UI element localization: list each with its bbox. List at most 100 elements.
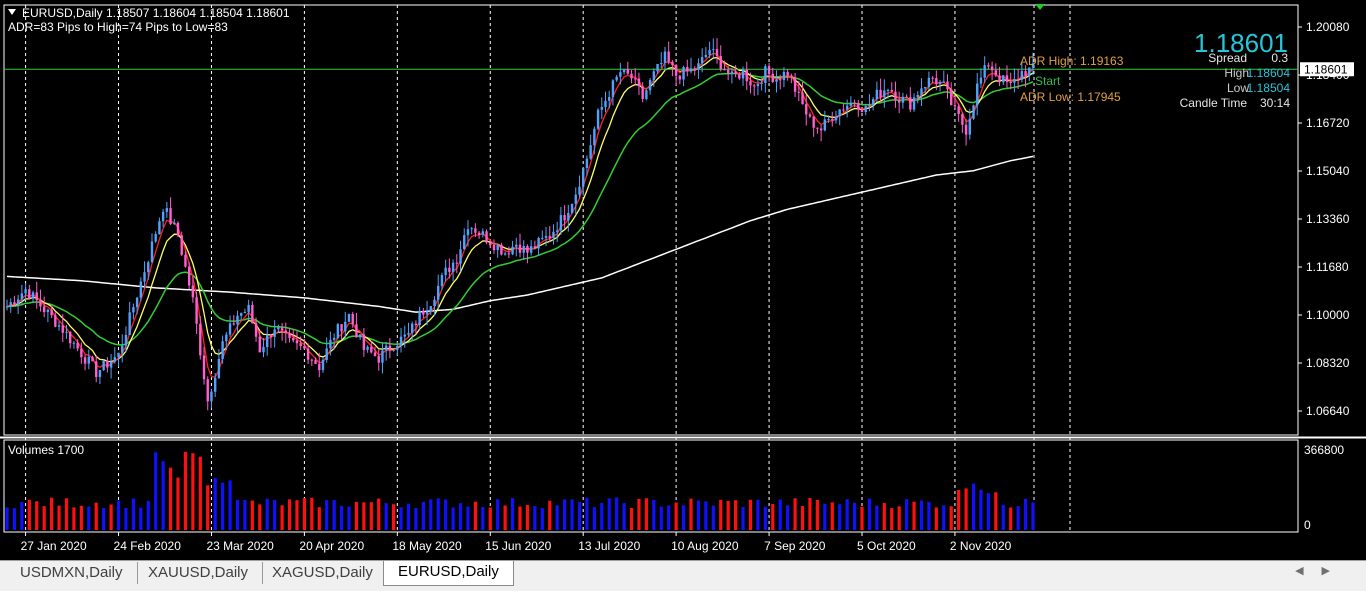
bull-candle-body	[399, 336, 403, 346]
bull-candle-body	[117, 352, 120, 358]
bull-candle-body	[559, 215, 563, 231]
bull-candle-body	[121, 345, 124, 353]
bear-candle-body	[106, 360, 109, 368]
volume-bar-down	[860, 506, 864, 530]
bear-candle-body	[288, 333, 291, 339]
bear-candle-body	[812, 116, 815, 128]
volume-bar-up	[971, 483, 976, 530]
volume-bar-down	[994, 492, 998, 530]
price-tick-label: 1.20080	[1306, 20, 1350, 34]
bull-candle-body	[552, 231, 555, 238]
bear-candle-body	[860, 109, 864, 113]
bull-candle-body	[529, 246, 533, 253]
tab-scroll-right-icon[interactable]: ▶	[1321, 565, 1348, 577]
volume-bar-up	[681, 505, 686, 530]
start-marker-label: Start	[1035, 74, 1061, 88]
volume-bar-up	[600, 502, 604, 530]
volume-bar-down	[57, 505, 61, 530]
tab-usdmxn[interactable]: USDMXN,Daily	[6, 562, 138, 584]
bull-candle-body	[31, 292, 35, 299]
volume-bar-down	[27, 499, 31, 530]
bear-candle-body	[254, 323, 258, 337]
bull-candle-body	[976, 83, 979, 106]
volume-bar-up	[540, 508, 544, 530]
bull-candle-body	[775, 79, 778, 82]
volume-bar-up	[986, 493, 990, 530]
volume-bar-up	[399, 507, 403, 530]
bull-candle-body	[912, 97, 916, 110]
volume-bar-up	[696, 500, 701, 530]
chart-shift-marker-icon[interactable]	[1035, 4, 1045, 10]
volume-bar-up	[5, 507, 9, 530]
bull-candle-body	[463, 235, 466, 250]
bull-candle-body	[920, 88, 923, 95]
bull-candle-body	[124, 334, 128, 346]
volume-bar-up	[161, 461, 165, 530]
symbol-menu-triangle-icon[interactable]	[8, 9, 16, 15]
tab-xauusd[interactable]: XAUUSD,Daily	[134, 562, 264, 584]
bear-candle-body	[180, 235, 183, 255]
spread-value: 0.3	[1271, 51, 1288, 65]
bear-candle-body	[191, 285, 195, 298]
bull-candle-body	[470, 228, 473, 230]
volume-bar-up	[577, 502, 582, 530]
bull-candle-body	[16, 299, 20, 305]
bear-candle-body	[95, 361, 98, 378]
time-tick-label: 7 Sep 2020	[764, 539, 826, 553]
bull-candle-body	[5, 306, 9, 308]
bear-candle-body	[1009, 82, 1012, 84]
bull-candle-body	[236, 315, 239, 325]
bear-candle-body	[805, 104, 808, 115]
bear-candle-body	[50, 309, 53, 316]
volume-bar-down	[637, 498, 641, 530]
volume-bar-up	[213, 477, 217, 530]
volume-max-tick: 366800	[1304, 443, 1344, 457]
bull-candle-body	[511, 246, 514, 255]
main-window-frame	[3, 4, 1299, 436]
bear-candle-body	[630, 73, 633, 79]
bull-candle-body	[451, 262, 455, 272]
bear-candle-body	[448, 267, 451, 272]
volume-bar-down	[317, 507, 321, 530]
bear-candle-body	[738, 73, 741, 79]
bull-candle-body	[875, 89, 879, 100]
bull-candle-body	[466, 229, 470, 236]
bear-candle-body	[373, 352, 377, 357]
tab-eurusd[interactable]: EURUSD,Daily	[383, 561, 514, 586]
bull-candle-body	[886, 89, 890, 91]
bull-candle-body	[87, 356, 90, 364]
volume-bar-down	[183, 451, 188, 530]
bull-candle-body	[20, 293, 24, 300]
bull-candle-body	[113, 357, 117, 362]
bear-candle-body	[879, 89, 882, 98]
chart-canvas[interactable]: 1.200801.184001.167201.150401.133601.116…	[0, 0, 1366, 560]
tab-xagusd[interactable]: XAGUSD,Daily	[258, 562, 388, 584]
bear-candle-body	[184, 254, 187, 267]
volume-bar-up	[429, 499, 433, 530]
volume-bar-down	[503, 505, 507, 530]
tab-scroll-left-icon[interactable]: ◀	[1295, 565, 1322, 577]
bull-candle-body	[567, 212, 570, 221]
bull-candle-body	[98, 370, 102, 378]
bear-candle-body	[793, 77, 797, 92]
volume-bar-up	[339, 505, 344, 530]
volume-bar-up	[273, 500, 277, 530]
volume-bar-up	[20, 501, 24, 530]
bull-candle-body	[648, 80, 652, 91]
bull-candle-body	[544, 236, 548, 238]
bear-candle-body	[176, 222, 180, 236]
bear-candle-body	[819, 128, 823, 131]
bear-candle-body	[563, 215, 566, 221]
volume-bar-up	[458, 503, 463, 530]
bear-candle-body	[39, 300, 42, 307]
bull-candle-body	[1028, 67, 1031, 76]
bull-candle-body	[619, 72, 622, 77]
bull-candle-body	[165, 208, 169, 212]
volume-bar-up	[124, 507, 128, 530]
bull-candle-body	[838, 109, 841, 117]
volume-bar-up	[235, 499, 240, 530]
volume-bar-up	[347, 506, 351, 530]
bull-candle-body	[407, 332, 410, 335]
bear-candle-body	[641, 86, 644, 99]
adr-summary-line: ADR=83 Pips to High=74 Pips to Low=83	[8, 20, 228, 34]
